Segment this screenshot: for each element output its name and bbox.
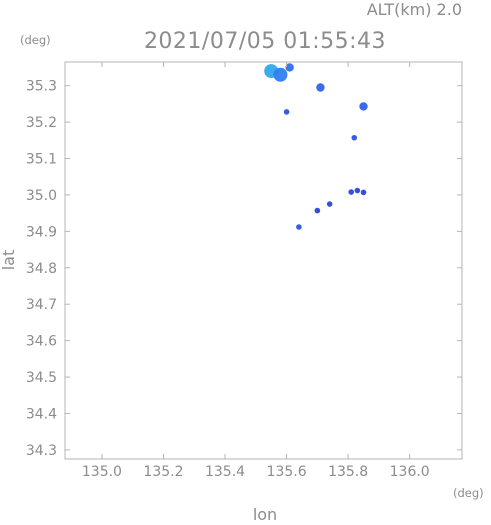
x-axis-label: lon <box>253 505 277 521</box>
y-tick-label: 34.3 <box>26 443 57 459</box>
echo-point <box>351 134 358 141</box>
plot-frame <box>64 61 463 460</box>
x-tick-label: 135.2 <box>143 464 183 480</box>
echo-point <box>283 109 290 115</box>
y-tick-label: 34.7 <box>26 297 57 313</box>
y-tick-label: 34.5 <box>26 370 57 386</box>
echo-point <box>360 189 367 196</box>
ticks-group: 135.0 135.2 135.4 135.6 135.8 136.0 34.3 34.4 34… <box>26 62 462 480</box>
echo-point <box>348 189 355 195</box>
y-tick-label: 35.3 <box>26 79 57 95</box>
echo-point <box>354 187 361 194</box>
echo-point <box>316 83 325 92</box>
y-tick-label: 34.9 <box>26 224 57 240</box>
y-tick-label: 35.1 <box>26 152 57 168</box>
echo-points-group <box>264 63 368 230</box>
echo-point <box>359 102 368 111</box>
chart-title: 2021/07/05 01:55:43 <box>144 29 386 54</box>
y-tick-label: 35.0 <box>26 188 57 204</box>
y-axis-unit: (deg) <box>20 33 51 47</box>
plot-frame-group <box>64 61 463 460</box>
y-tick-label: 35.2 <box>26 115 57 131</box>
x-tick-label: 135.6 <box>267 464 307 480</box>
y-axis-label: lat <box>0 250 18 271</box>
x-axis-unit: (deg) <box>453 486 484 500</box>
y-tick-label: 34.6 <box>26 334 57 350</box>
x-tick-label: 135.4 <box>205 464 245 480</box>
x-tick-label: 136.0 <box>390 464 430 480</box>
y-tick-label: 34.4 <box>26 406 57 422</box>
echo-point <box>296 224 302 230</box>
x-tick-label: 135.8 <box>328 464 368 480</box>
echo-point <box>314 207 321 214</box>
x-tick-label: 135.0 <box>82 464 122 480</box>
echo-point <box>326 201 333 207</box>
echo-point <box>273 67 288 82</box>
echo-point <box>285 63 294 72</box>
y-tick-label: 34.8 <box>26 261 57 277</box>
chart-subtitle: ALT(km) 2.0 <box>367 0 462 19</box>
